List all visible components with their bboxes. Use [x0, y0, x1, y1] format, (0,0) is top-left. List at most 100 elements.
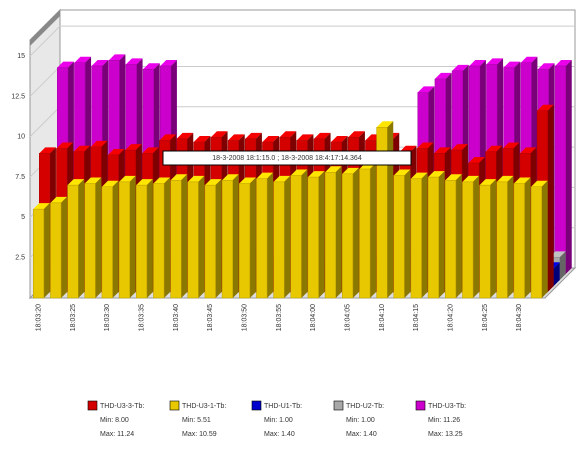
bar — [496, 181, 508, 299]
x-tick-label: 18:03:25 — [70, 304, 77, 331]
y-tick-label: 15 — [17, 53, 25, 60]
y-tick-label: 10 — [17, 134, 25, 141]
bar-side — [95, 177, 102, 298]
bar-side — [553, 262, 560, 286]
bar-side — [524, 177, 531, 298]
bar — [479, 184, 491, 299]
bar-side — [507, 175, 514, 298]
bar-side — [455, 174, 462, 298]
bar — [427, 176, 439, 299]
x-tick-label: 18:03:50 — [241, 304, 248, 331]
bar-top — [91, 59, 109, 66]
bar-top — [417, 86, 435, 93]
bar-top — [107, 148, 125, 155]
y-tick-label: 12.5 — [11, 93, 25, 100]
y-tick-label: 2.5 — [15, 255, 25, 262]
bar — [239, 183, 251, 299]
bar — [33, 208, 45, 299]
bar — [513, 183, 525, 299]
bar-side — [146, 179, 153, 298]
bar — [221, 180, 233, 299]
grid-line-side — [29, 25, 61, 57]
legend-min: Min: 8.00 — [100, 417, 129, 424]
bar — [153, 183, 165, 299]
bar-top — [513, 177, 531, 184]
legend-label: THD-U3-Tb: — [428, 403, 466, 410]
x-tick-label: 18:04:15 — [413, 304, 420, 331]
bar-top — [193, 136, 211, 143]
bar-side — [164, 177, 171, 298]
bar-top — [342, 167, 359, 174]
bar — [324, 171, 336, 299]
bar-top — [159, 134, 177, 141]
bar-top — [469, 59, 486, 66]
bar-side — [284, 175, 291, 298]
x-tick-label: 18:04:10 — [379, 304, 386, 331]
legend-label: THD-U1-Tb: — [264, 403, 302, 410]
bar — [101, 186, 113, 299]
x-tick-label: 18:03:45 — [207, 304, 214, 331]
bar-top — [531, 180, 548, 187]
bar-top — [399, 145, 417, 152]
bar — [84, 183, 96, 299]
bar-top — [73, 145, 91, 152]
bar-top — [290, 169, 308, 176]
bar-top — [39, 147, 56, 154]
bar-top — [486, 58, 504, 65]
bar — [136, 184, 148, 299]
bar-side — [565, 59, 572, 274]
bar-top — [67, 179, 85, 186]
bar — [530, 186, 542, 299]
bar — [50, 202, 62, 299]
bar-side — [547, 104, 554, 292]
bar-top — [204, 179, 222, 186]
bar-side — [198, 175, 205, 298]
legend-min: Min: 5.51 — [182, 417, 211, 424]
bar-top — [452, 64, 469, 71]
x-tick-label: 18:03:35 — [138, 304, 145, 331]
bar-top — [160, 59, 177, 66]
bar-top — [537, 104, 554, 111]
bar-top — [485, 145, 503, 152]
legend-min: Min: 1.00 — [346, 417, 375, 424]
bar-top — [520, 56, 538, 63]
bar-top — [50, 196, 68, 203]
bar-side — [473, 175, 480, 298]
bar-top — [502, 142, 520, 149]
bar-top — [176, 132, 194, 139]
bar-side — [438, 171, 445, 298]
legend-max: Max: 11.24 — [100, 431, 134, 438]
bar-top — [187, 175, 205, 182]
bar-side — [559, 251, 566, 280]
bar-side — [490, 179, 497, 298]
bar — [273, 181, 285, 299]
bar-side — [215, 179, 222, 298]
bar — [307, 176, 319, 299]
bar-top — [313, 132, 331, 139]
y-tick-label: 5 — [21, 214, 25, 221]
bar — [67, 184, 79, 299]
bar-side — [232, 174, 239, 298]
bar — [256, 178, 268, 299]
x-tick-label: 18:04:25 — [482, 304, 489, 331]
bar-top — [170, 174, 188, 181]
x-tick-label: 18:03:20 — [35, 304, 42, 331]
bar-top — [451, 144, 468, 151]
bar-top — [325, 166, 342, 173]
bar-top — [428, 171, 445, 178]
x-tick-label: 18:04:30 — [516, 304, 523, 331]
x-tick-label: 18:03:55 — [276, 304, 283, 331]
bar-top — [279, 131, 297, 138]
bar-side — [112, 180, 119, 298]
tooltip-box — [162, 150, 412, 166]
bar-top — [296, 134, 314, 141]
bar-top — [245, 132, 262, 139]
bar-top — [479, 179, 497, 186]
bar-top — [393, 169, 411, 176]
legend-max: Max: 10.59 — [182, 431, 217, 438]
bar-top — [273, 175, 291, 182]
tooltip-text: 18-3-2008 18:1:15.0 ; 18-3-2008 18:4:17:… — [212, 155, 362, 162]
bar-side — [541, 180, 548, 298]
bar-top — [348, 131, 365, 138]
